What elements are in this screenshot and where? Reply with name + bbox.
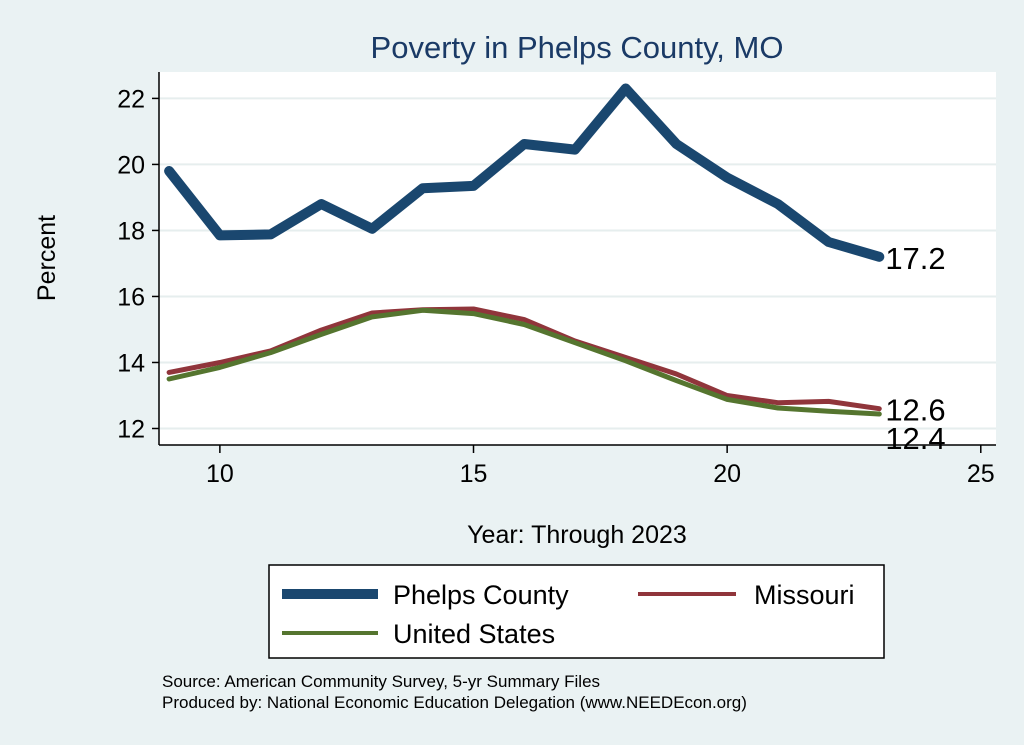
y-tick-label-12: 12 [117, 415, 145, 443]
legend-label-missouri: Missouri [754, 580, 855, 610]
y-tick-label-16: 16 [117, 283, 145, 311]
end-label-phelps-county: 17.2 [885, 241, 945, 276]
end-label-united-states: 12.4 [885, 421, 945, 456]
chart-title: Poverty in Phelps County, MO [371, 30, 784, 65]
x-tick-label-10: 10 [206, 460, 234, 488]
legend-box [268, 564, 885, 659]
y-axis-label: Percent [33, 215, 61, 301]
y-tick-label-20: 20 [117, 151, 145, 179]
x-tick-label-15: 15 [460, 460, 488, 488]
plot-area [159, 72, 996, 445]
credit-note: Produced by: National Economic Education… [162, 693, 747, 712]
legend-label-phelps: Phelps County [393, 580, 569, 610]
end-label-missouri: 12.6 [885, 393, 945, 428]
y-tick-label-18: 18 [117, 217, 145, 245]
series-lines [164, 83, 885, 417]
source-note: Source: American Community Survey, 5-yr … [162, 672, 601, 691]
end-labels: 17.2 12.612.4 [885, 241, 945, 456]
y-tick-label-14: 14 [117, 349, 145, 377]
x-axis-label: Year: Through 2023 [467, 521, 687, 549]
gridlines [159, 97, 996, 430]
legend: Phelps County Missouri United States [268, 564, 885, 659]
series-line-united-states [166, 307, 882, 417]
axes: 12 14 16 18 20 22 10 15 20 25 [117, 72, 996, 488]
legend-label-united-states: United States [393, 619, 555, 649]
x-tick-label-20: 20 [713, 460, 741, 488]
series-line-phelps-county [164, 83, 885, 262]
y-tick-label-22: 22 [117, 85, 145, 113]
x-tick-label-25: 25 [967, 460, 995, 488]
